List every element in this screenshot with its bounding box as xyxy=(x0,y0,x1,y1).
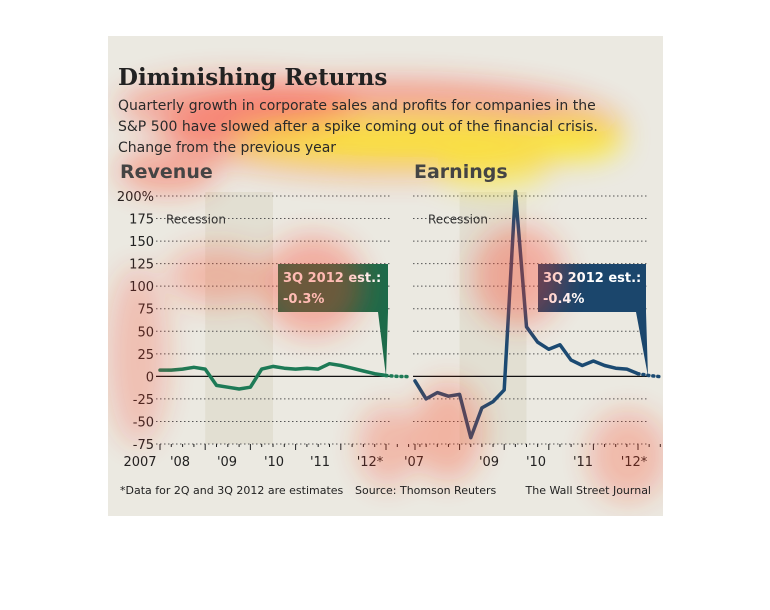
footnote: *Data for 2Q and 3Q 2012 are estimates xyxy=(120,484,344,497)
source-note: Source: Thomson Reuters xyxy=(355,484,497,497)
revenue-x-tick-label: '10 xyxy=(264,455,284,470)
chart-subtitle-line-2: S&P 500 have slowed after a spike coming… xyxy=(118,119,598,135)
attention-heatmap-overlay xyxy=(108,76,663,501)
earnings-panel-title: Earnings xyxy=(414,161,508,183)
revenue-x-tick-label: 2007 xyxy=(123,455,156,470)
chart-subtitle-line-1: Quarterly growth in corporate sales and … xyxy=(118,98,596,114)
chart-figure: 200% 175 150 125 100 75 50 25 0 -25 -50 -75 Recessio… xyxy=(108,36,663,516)
heat-blob xyxy=(588,411,663,501)
revenue-x-tick-label: '08 xyxy=(170,455,190,470)
earnings-callout-box xyxy=(538,264,648,377)
earnings-x-tick-label: '11 xyxy=(573,455,593,470)
y-tick-label: 150 xyxy=(129,235,154,250)
earnings-recession-label: Recession xyxy=(428,213,488,227)
heat-blob xyxy=(108,266,168,446)
revenue-panel-title: Revenue xyxy=(120,161,213,183)
heat-blob xyxy=(438,151,548,191)
revenue-recession-label: Recession xyxy=(166,213,226,227)
earnings-estimate-line xyxy=(636,371,663,379)
heat-blob xyxy=(533,121,623,161)
heat-blob xyxy=(263,236,363,336)
revenue-estimate-line xyxy=(384,373,411,379)
heat-blob xyxy=(358,406,418,486)
chart-subtitle-line-3: Change from the previous year xyxy=(118,140,336,156)
heat-blob xyxy=(118,76,358,136)
earnings-x-tick-label: '10 xyxy=(526,455,546,470)
y-tick-label: 200% xyxy=(117,190,154,205)
earnings-callout-label: 3Q 2012 est.: xyxy=(543,271,641,286)
heat-blob xyxy=(473,226,563,326)
revenue-x-tick-label: '09 xyxy=(217,455,237,470)
chart-svg: 200%1751501251007550250-25-50-75Recessio… xyxy=(108,36,663,516)
publisher-credit: The Wall Street Journal xyxy=(525,484,651,497)
revenue-x-tick-label: '11 xyxy=(310,455,330,470)
heat-blob xyxy=(118,149,218,193)
heat-blob xyxy=(413,381,483,481)
y-tick-label: 175 xyxy=(129,213,154,228)
revenue-recession-band xyxy=(205,192,273,444)
earnings-x-tick-label: '09 xyxy=(479,455,499,470)
heat-blob xyxy=(168,246,268,306)
chart-title: Diminishing Returns xyxy=(118,64,387,91)
revenue-series-line xyxy=(158,361,388,391)
